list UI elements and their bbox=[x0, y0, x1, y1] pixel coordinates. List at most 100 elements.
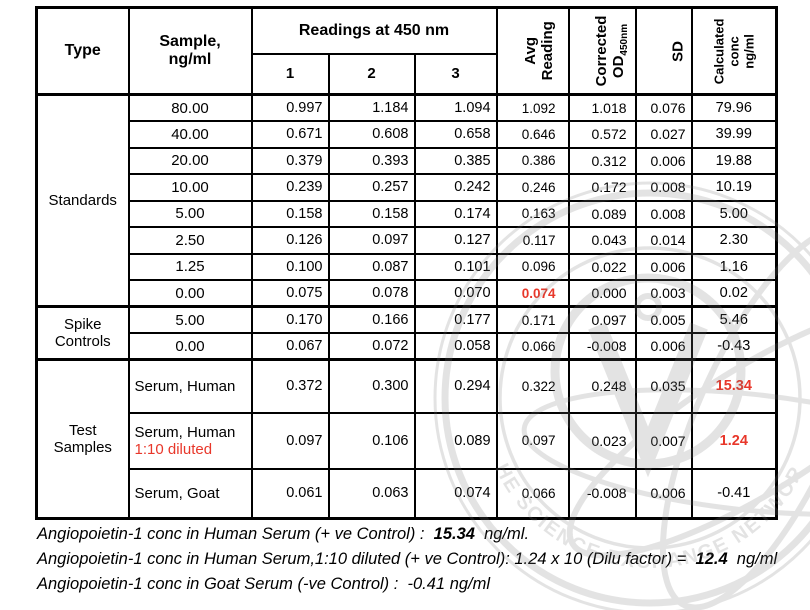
sample-cell: 1.25 bbox=[127, 252, 253, 281]
value-cell: 0.014 bbox=[634, 226, 693, 255]
value-cell: 0.097 bbox=[567, 305, 637, 334]
table-row: Standards 80.00 0.997 1.184 1.094 1.092 1.018 0… bbox=[35, 93, 778, 308]
value-cell: 39.99 bbox=[690, 120, 778, 149]
sample-name: Serum, Goat bbox=[134, 484, 220, 502]
calculated-conc-rotated-label: Calculated conc ng/ml bbox=[711, 18, 756, 84]
value-cell: 0.008 bbox=[634, 173, 693, 202]
sample-name: 0.00 bbox=[175, 284, 205, 302]
value-cell: 0.312 bbox=[567, 146, 637, 175]
value-cell: 0.097 bbox=[250, 411, 330, 470]
sample-name: Serum, Human bbox=[134, 423, 236, 441]
value-cell: 0.072 bbox=[327, 332, 416, 361]
value-cell: 0.02 bbox=[690, 279, 778, 308]
footnotes: Angiopoietin-1 conc in Human Serum (+ ve… bbox=[37, 522, 809, 597]
sample-cell: 5.00 bbox=[127, 305, 253, 334]
value-cell: 0.006 bbox=[634, 467, 693, 520]
table-row: Serum, Human 1:10 diluted 0.097 0.106 0.089 0… bbox=[37, 411, 778, 470]
sample-name: 0.00 bbox=[175, 337, 205, 355]
corrected-od-rotated-label: Corrected OD450nm bbox=[592, 15, 630, 87]
col-header-reading-1: 1 bbox=[250, 52, 330, 96]
value-cell: 0.096 bbox=[495, 252, 570, 281]
value-cell: 0.170 bbox=[250, 305, 330, 334]
value-cell: 0.000 bbox=[567, 279, 637, 308]
value-cell: 0.246 bbox=[495, 173, 570, 202]
value-cell: 5.46 bbox=[690, 305, 778, 334]
value-cell: 0.163 bbox=[495, 199, 570, 228]
value-cell: 19.88 bbox=[690, 146, 778, 175]
value-cell: 0.372 bbox=[250, 358, 330, 414]
sample-name: 20.00 bbox=[171, 152, 209, 170]
sample-cell: 0.00 bbox=[127, 332, 253, 361]
value-cell: 0.242 bbox=[413, 173, 498, 202]
col-header-readings: Readings at 450 nm bbox=[250, 6, 498, 55]
value-cell: 0.067 bbox=[250, 332, 330, 361]
value-cell: 0.076 bbox=[634, 93, 693, 122]
value-cell: 0.257 bbox=[327, 173, 416, 202]
value-cell: 0.023 bbox=[567, 411, 637, 470]
value-cell: 1.092 bbox=[495, 93, 570, 122]
value-cell: 1.24 bbox=[690, 411, 778, 470]
sample-cell: Serum, Goat bbox=[127, 467, 253, 520]
value-cell: -0.008 bbox=[567, 332, 637, 361]
value-cell: 0.006 bbox=[634, 332, 693, 361]
value-cell: 15.34 bbox=[690, 358, 778, 414]
col-header-reading-2: 2 bbox=[327, 52, 416, 96]
value-cell: 0.005 bbox=[634, 305, 693, 334]
section-type-cell: Spike Controls bbox=[35, 305, 130, 361]
sample-name: 80.00 bbox=[171, 99, 209, 117]
col-header-reading-3: 3 bbox=[413, 52, 498, 96]
sample-cell: Serum, Human bbox=[127, 358, 253, 414]
value-cell: 10.19 bbox=[690, 173, 778, 202]
value-cell: 0.008 bbox=[634, 199, 693, 228]
value-cell: 0.027 bbox=[634, 120, 693, 149]
value-cell: 0.074 bbox=[413, 467, 498, 520]
value-cell: 0.166 bbox=[327, 305, 416, 334]
value-cell: 1.018 bbox=[567, 93, 637, 122]
sample-cell: 0.00 bbox=[127, 279, 253, 308]
value-cell: 0.608 bbox=[327, 120, 416, 149]
sd-rotated-label: SD bbox=[669, 40, 687, 62]
value-cell: 0.063 bbox=[327, 467, 416, 520]
sample-cell: Serum, Human 1:10 diluted bbox=[127, 411, 253, 470]
value-cell: 0.177 bbox=[413, 305, 498, 334]
value-cell: 0.300 bbox=[327, 358, 416, 414]
value-cell: 0.997 bbox=[250, 93, 330, 122]
results-tbody: Standards 80.00 0.997 1.184 1.094 1.092 1.018 0… bbox=[35, 93, 778, 520]
col-header-calculated-conc: Calculated conc ng/ml bbox=[690, 6, 778, 96]
col-header-sample-line1: Sample, bbox=[159, 33, 221, 50]
value-cell: 0.006 bbox=[634, 146, 693, 175]
value-cell: 0.658 bbox=[413, 120, 498, 149]
table-row: Serum, Goat 0.061 0.063 0.074 0.066 -0.008 0.0… bbox=[37, 467, 778, 520]
value-cell: 0.379 bbox=[250, 146, 330, 175]
sample-cell: 2.50 bbox=[127, 226, 253, 255]
sample-cell: 80.00 bbox=[127, 93, 253, 122]
value-cell: 0.646 bbox=[495, 120, 570, 149]
col-header-corrected-od: Corrected OD450nm bbox=[567, 6, 637, 96]
value-cell: 0.075 bbox=[250, 279, 330, 308]
value-cell: 1.094 bbox=[413, 93, 498, 122]
value-cell: 0.174 bbox=[413, 199, 498, 228]
value-cell: 0.035 bbox=[634, 358, 693, 414]
value-cell: 0.058 bbox=[413, 332, 498, 361]
table-row: 1.25 0.100 0.087 0.101 0.096 0.022 0.006 1.16 bbox=[37, 252, 778, 281]
value-cell: 0.066 bbox=[495, 467, 570, 520]
sample-name: 1.25 bbox=[175, 258, 205, 276]
value-cell: 0.100 bbox=[250, 252, 330, 281]
table-row: Test Samples Serum, Human 0.372 0.300 0.294 0… bbox=[35, 358, 778, 520]
value-cell: 0.097 bbox=[495, 411, 570, 470]
sample-cell: 5.00 bbox=[127, 199, 253, 228]
table-row: 2.50 0.126 0.097 0.127 0.117 0.043 0.014 2.30 bbox=[37, 226, 778, 255]
section-type-cell: Test Samples bbox=[35, 358, 130, 520]
footnote-line-2: Angiopoietin-1 conc in Human Serum,1:10 … bbox=[37, 550, 778, 568]
value-cell: 0.322 bbox=[495, 358, 570, 414]
value-cell: 0.126 bbox=[250, 226, 330, 255]
value-cell: 0.022 bbox=[567, 252, 637, 281]
sample-name: 2.50 bbox=[175, 231, 205, 249]
value-cell: 0.158 bbox=[327, 199, 416, 228]
value-cell: 0.117 bbox=[495, 226, 570, 255]
value-cell: 0.171 bbox=[495, 305, 570, 334]
value-cell: 0.003 bbox=[634, 279, 693, 308]
value-cell: 0.671 bbox=[250, 120, 330, 149]
value-cell: 0.066 bbox=[495, 332, 570, 361]
